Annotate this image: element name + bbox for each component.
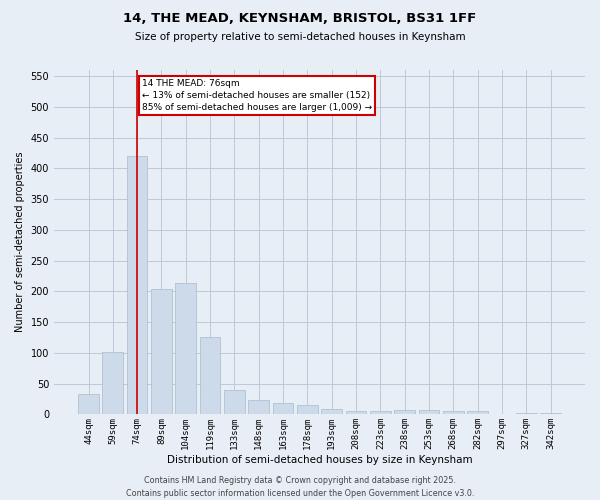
Bar <box>516 413 536 414</box>
Y-axis label: Number of semi-detached properties: Number of semi-detached properties <box>15 152 25 332</box>
Bar <box>175 283 196 414</box>
Bar <box>394 410 415 414</box>
Bar <box>273 404 293 414</box>
Bar <box>443 412 464 414</box>
Bar <box>346 412 367 414</box>
Bar <box>540 412 561 414</box>
Bar <box>322 409 342 414</box>
Text: Contains HM Land Registry data © Crown copyright and database right 2025.
Contai: Contains HM Land Registry data © Crown c… <box>126 476 474 498</box>
Text: Size of property relative to semi-detached houses in Keynsham: Size of property relative to semi-detach… <box>134 32 466 42</box>
X-axis label: Distribution of semi-detached houses by size in Keynsham: Distribution of semi-detached houses by … <box>167 455 472 465</box>
Bar <box>248 400 269 414</box>
Bar <box>419 410 439 414</box>
Bar <box>200 337 220 414</box>
Bar <box>297 405 317 414</box>
Bar <box>370 412 391 414</box>
Bar <box>127 156 148 414</box>
Bar <box>78 394 99 414</box>
Bar <box>103 352 123 414</box>
Text: 14, THE MEAD, KEYNSHAM, BRISTOL, BS31 1FF: 14, THE MEAD, KEYNSHAM, BRISTOL, BS31 1F… <box>124 12 476 26</box>
Bar <box>467 412 488 414</box>
Text: 14 THE MEAD: 76sqm
← 13% of semi-detached houses are smaller (152)
85% of semi-d: 14 THE MEAD: 76sqm ← 13% of semi-detache… <box>142 79 372 112</box>
Bar <box>151 289 172 414</box>
Bar <box>224 390 245 414</box>
